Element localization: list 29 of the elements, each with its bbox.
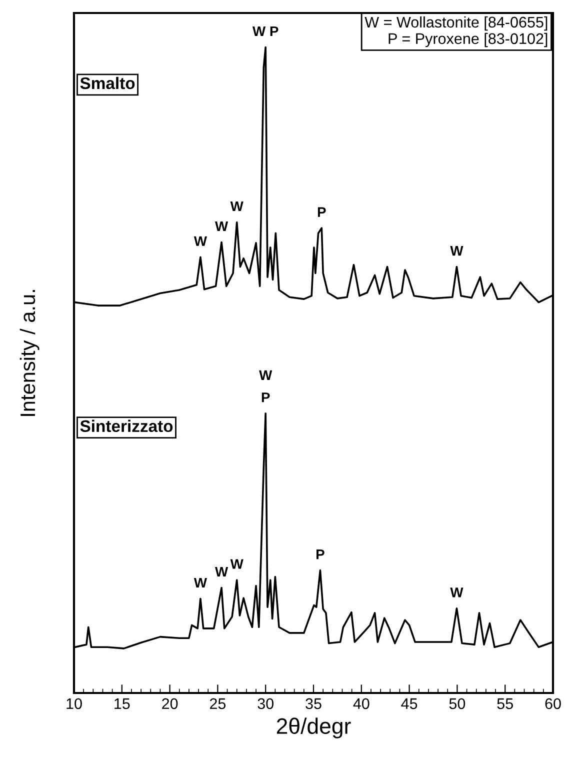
annotation: W [230,559,244,569]
annotation: W [450,246,464,256]
annotation: P [316,550,324,560]
annotation: W [259,370,272,380]
text: Sinterizzato [80,420,173,432]
text: Smalto [80,76,135,90]
x-tick-label: 55 [497,698,513,710]
x-tick-label: 10 [66,698,82,710]
annotation: W [450,588,464,598]
x-tick-label: 35 [306,698,322,710]
annotation: W [194,578,207,588]
x-tick-label: 60 [545,698,561,710]
x-tick-label: 20 [162,698,178,710]
x-tick-label: 25 [210,698,226,710]
annotation: W [214,221,228,232]
annotation: P [262,392,270,402]
text: W = Wollastonite [84-0655] P = Pyroxene [83-0102] [364,16,548,48]
y-axis-title: Intensity / a.u. [20,290,40,416]
annotation: W [194,236,207,246]
x-tick-label: 45 [401,698,418,710]
annotation: P [318,207,326,217]
x-tick-label: 50 [449,698,466,710]
x-tick-label: 15 [114,698,130,710]
x-tick-label: 30 [258,698,274,710]
annotation: W P [252,26,278,36]
x-axis-title: 2θ/degr [276,718,351,738]
x-tick-label: 40 [353,698,370,710]
annotation: W [214,566,228,577]
annotation: W [230,201,244,212]
